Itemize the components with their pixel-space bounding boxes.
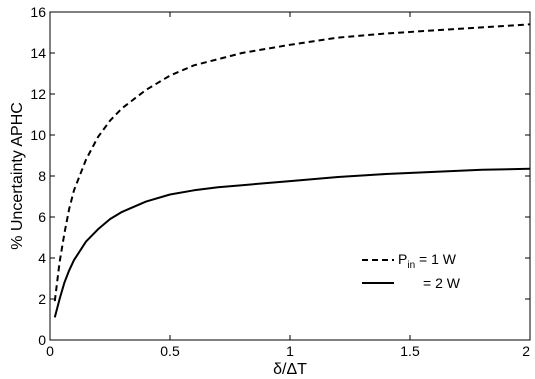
x-axis-label: δ/ΔT bbox=[273, 361, 307, 378]
x-tick-label: 0.5 bbox=[160, 343, 180, 359]
y-axis-label: % Uncertainty APHC bbox=[9, 102, 26, 250]
y-tick-label: 2 bbox=[38, 291, 46, 307]
x-tick-label: 1 bbox=[286, 343, 294, 359]
y-tick-label: 8 bbox=[38, 168, 46, 184]
y-tick-label: 12 bbox=[30, 86, 46, 102]
series-group bbox=[53, 23, 531, 318]
legend-label-series-2: = 2 W bbox=[423, 275, 461, 291]
legend: Pin = 1 W = 2 W bbox=[362, 251, 461, 291]
series-line-dashed bbox=[53, 23, 531, 302]
x-tick-label: 2 bbox=[522, 343, 530, 359]
y-tick-label: 10 bbox=[30, 127, 46, 143]
y-tick-label: 0 bbox=[38, 332, 46, 348]
y-tick-label: 16 bbox=[30, 4, 46, 20]
y-tick-label: 14 bbox=[30, 45, 46, 61]
series-line-solid bbox=[53, 167, 531, 318]
legend-label-series-1: Pin = 1 W bbox=[398, 251, 457, 271]
x-tick-label: 1.5 bbox=[400, 343, 420, 359]
axis-ticks: 0 2 4 6 8 10 12 14 16 0 0.5 1 1.5 2 bbox=[30, 4, 531, 359]
x-tick-label: 0 bbox=[46, 343, 54, 359]
y-tick-label: 4 bbox=[38, 250, 46, 266]
y-tick-label: 6 bbox=[38, 209, 46, 225]
